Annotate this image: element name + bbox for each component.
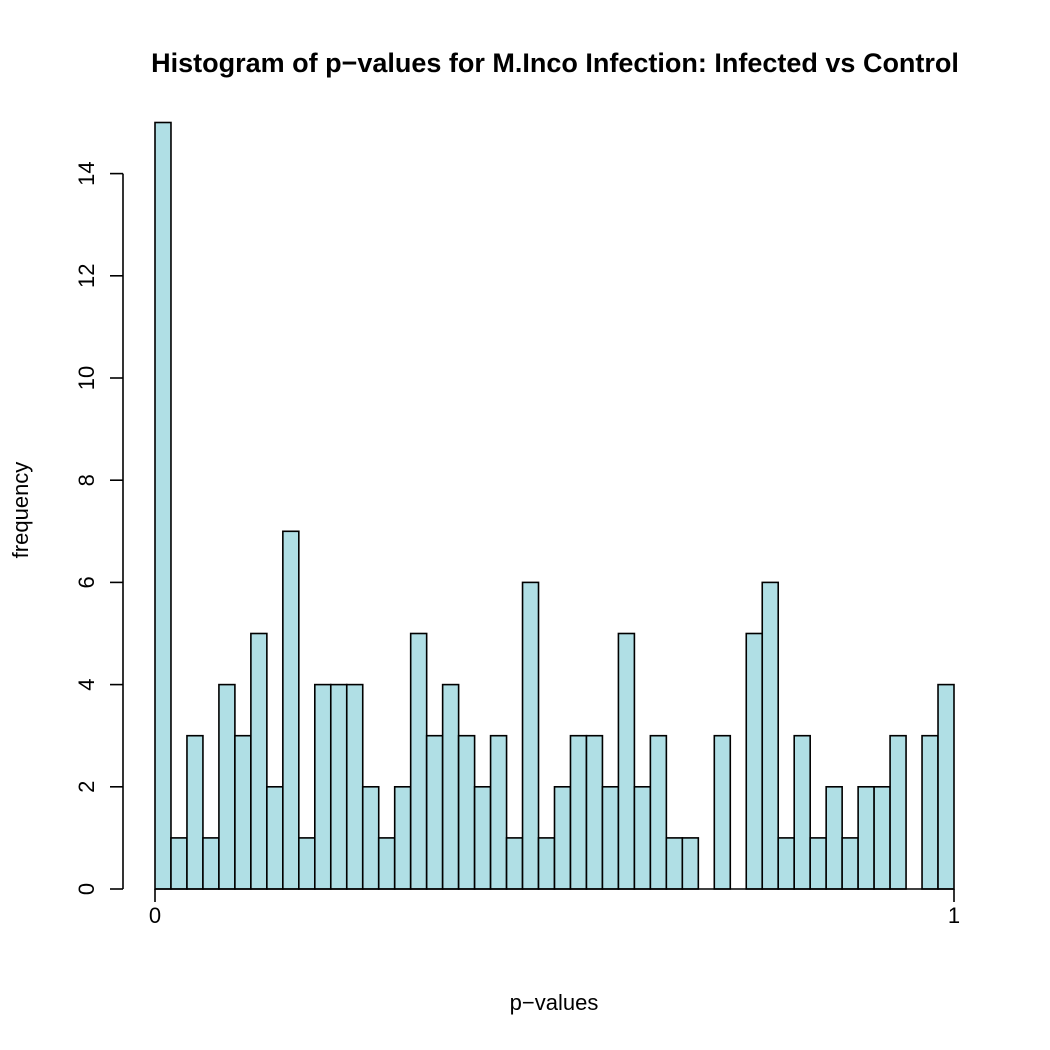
histogram-bar	[713, 734, 732, 890]
histogram-bar	[793, 734, 811, 890]
y-tick-label: 12	[74, 264, 99, 288]
histogram-bar	[521, 581, 540, 890]
histogram-bar	[553, 785, 572, 890]
y-tick-label: 2	[74, 781, 99, 793]
histogram-bar	[937, 683, 955, 890]
histogram-bar	[473, 785, 492, 890]
histogram-bar	[298, 837, 316, 890]
histogram-bar	[761, 581, 780, 890]
histogram-bar	[745, 632, 764, 890]
histogram-bar	[409, 632, 428, 890]
histogram-bar	[649, 734, 668, 890]
chart-title: Histogram of p−values for M.Inco Infecti…	[151, 48, 959, 78]
bars-group	[154, 121, 955, 890]
histogram-bar	[266, 785, 284, 890]
histogram-bar	[921, 734, 939, 890]
y-tick-label: 6	[74, 576, 99, 588]
histogram-bar	[186, 734, 204, 890]
histogram-bar	[457, 734, 476, 890]
histogram-bar	[537, 837, 556, 890]
histogram-bar	[681, 837, 700, 890]
y-axis: 0 2 4 6 8 10 12 14	[74, 161, 124, 895]
histogram-bar	[809, 837, 827, 890]
histogram-bar	[361, 785, 380, 890]
histogram-bar	[825, 785, 843, 890]
histogram-bar	[841, 837, 859, 890]
histogram-bar	[489, 734, 508, 890]
histogram-bar	[377, 837, 396, 890]
histogram-bar	[345, 683, 364, 890]
y-axis-label: frequency	[8, 462, 33, 559]
y-tick-label: 4	[74, 678, 99, 690]
histogram-bar	[393, 785, 412, 890]
y-tick-label: 8	[74, 474, 99, 486]
histogram-bar	[665, 837, 684, 890]
y-tick-label: 14	[74, 161, 99, 185]
histogram-bar	[889, 734, 907, 890]
histogram-bar	[633, 785, 652, 890]
x-tick-label: 0	[149, 903, 161, 928]
histogram-bar	[857, 785, 875, 890]
histogram-bar	[154, 121, 172, 890]
histogram-bar	[569, 734, 588, 890]
histogram-bar	[234, 734, 252, 890]
histogram-bar	[218, 683, 236, 890]
histogram-bar	[329, 683, 348, 890]
y-tick-label: 0	[74, 883, 99, 895]
histogram-bar	[313, 683, 332, 890]
histogram-bar	[505, 837, 524, 890]
histogram-bar	[617, 632, 636, 890]
x-axis-label: p−values	[510, 990, 599, 1015]
x-tick-label: 1	[948, 903, 960, 928]
histogram-bar	[585, 734, 604, 890]
histogram-bar	[202, 837, 220, 890]
histogram-bar	[777, 837, 795, 890]
histogram-bar	[873, 785, 891, 890]
histogram-bar	[601, 785, 620, 890]
histogram-bar	[250, 632, 268, 890]
histogram-bar	[170, 837, 188, 890]
histogram-bar	[441, 683, 460, 890]
y-tick-label: 10	[74, 366, 99, 390]
histogram-bar	[425, 734, 444, 890]
histogram-bar	[282, 530, 300, 890]
